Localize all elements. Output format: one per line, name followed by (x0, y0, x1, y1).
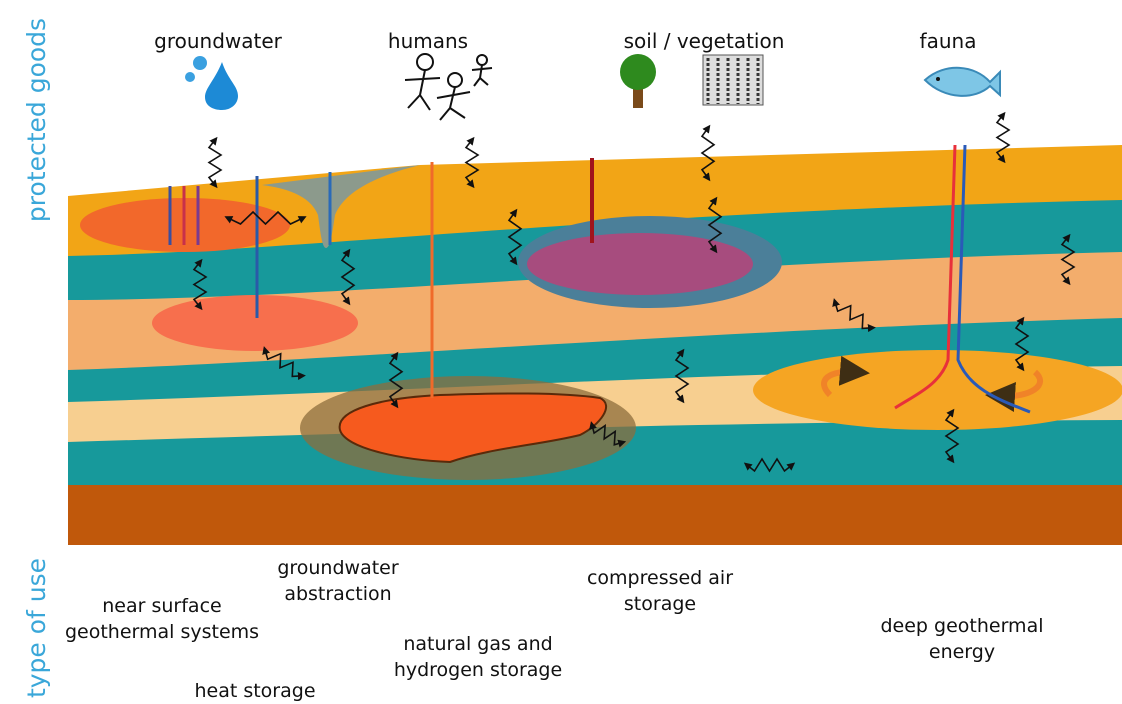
interaction-arrow (700, 124, 716, 182)
goods-label: fauna (920, 29, 977, 53)
gas-reservoir (338, 392, 608, 464)
interaction-arrow (224, 210, 307, 226)
use-line: energy (929, 641, 995, 663)
use-label: compressed air storage (587, 567, 733, 615)
use-label: groundwater abstraction (277, 557, 399, 605)
use-line: groundwater (277, 557, 399, 579)
use-label: natural gas and hydrogen storage (394, 633, 562, 681)
interaction-arrow (743, 457, 796, 473)
side-label: protected goods (22, 18, 51, 222)
uses: near surface geothermal systems groundwate… (65, 557, 1044, 702)
use-line: deep geothermal (880, 615, 1043, 637)
use-line: heat storage (194, 680, 315, 702)
interaction-arrow (832, 298, 876, 333)
interaction-arrow (944, 408, 960, 464)
interaction-arrow (464, 136, 480, 189)
interaction-arrow (1060, 233, 1076, 286)
icons (185, 53, 1001, 121)
interaction-arrow (995, 111, 1011, 164)
interaction-arrow (388, 351, 404, 409)
water-drop (205, 62, 238, 110)
interaction-arrow (262, 346, 306, 381)
interaction-arrow (192, 258, 208, 311)
goods-label: groundwater (154, 29, 283, 53)
crops (702, 54, 764, 106)
tree (620, 54, 656, 108)
crop-field (702, 54, 764, 106)
goods-label: soil / vegetation (624, 29, 785, 53)
use-line: geothermal systems (65, 621, 259, 643)
well (894, 144, 957, 410)
heat-storage-zone-2 (152, 295, 358, 351)
interaction-arrow (674, 348, 690, 404)
interaction-arrow (707, 196, 723, 254)
use-label: heat storage (194, 680, 315, 702)
use-label: near surface geothermal systems (65, 595, 259, 643)
interactions (192, 111, 1076, 473)
water-drop (193, 56, 207, 70)
use-line: compressed air (587, 567, 733, 589)
geothermal-zone (753, 350, 1122, 430)
circulation-arrow (985, 369, 1044, 412)
stick-figures (404, 53, 493, 121)
air-storage (527, 233, 753, 295)
use-line: near surface (102, 595, 221, 617)
circulation-arrow (821, 355, 870, 398)
use-line: storage (624, 593, 696, 615)
use-label: deep geothermal energy (880, 615, 1043, 663)
interaction-arrow (589, 421, 627, 448)
side-label: type of use (22, 558, 51, 698)
fish (923, 66, 1001, 98)
use-line: abstraction (284, 583, 391, 605)
layer-bedrock (68, 485, 1122, 545)
goods-label: humans (388, 29, 468, 53)
water-drop (185, 72, 195, 82)
use-line: natural gas and (403, 633, 552, 655)
interaction-arrow (1014, 316, 1030, 372)
cone-of-depression (262, 165, 420, 248)
wells (168, 144, 1031, 414)
well (956, 144, 1031, 414)
interaction-arrow (507, 208, 523, 266)
interaction-arrow (340, 248, 356, 306)
interaction-arrow (207, 136, 223, 189)
use-line: hydrogen storage (394, 659, 562, 681)
